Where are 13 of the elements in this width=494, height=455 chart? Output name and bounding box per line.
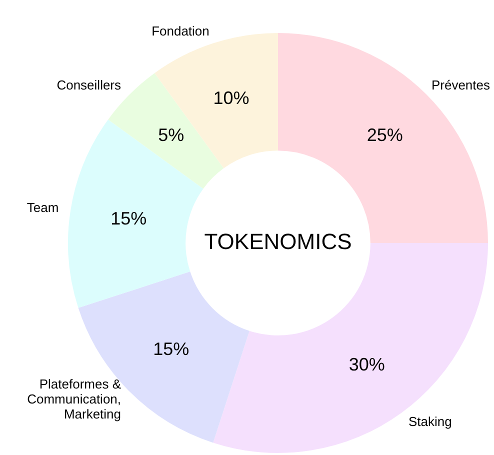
data-label: 10% — [213, 88, 250, 108]
slice-label: Team — [26, 200, 59, 215]
slice-label: Plateformes & Communication, Marketing — [27, 376, 122, 422]
text: TOKENOMICS — [204, 229, 352, 254]
data-label: 25% — [366, 125, 403, 146]
slice-label: Fondation — [152, 23, 210, 38]
slice-label: Staking — [408, 414, 452, 430]
data-label: 5% — [158, 125, 184, 146]
data-label: 15% — [110, 208, 147, 228]
slice-label: Conseillers — [56, 78, 122, 93]
data-label: 15% — [153, 338, 190, 359]
data-label: 30% — [348, 354, 385, 374]
slice-label: Préventes — [431, 78, 490, 93]
